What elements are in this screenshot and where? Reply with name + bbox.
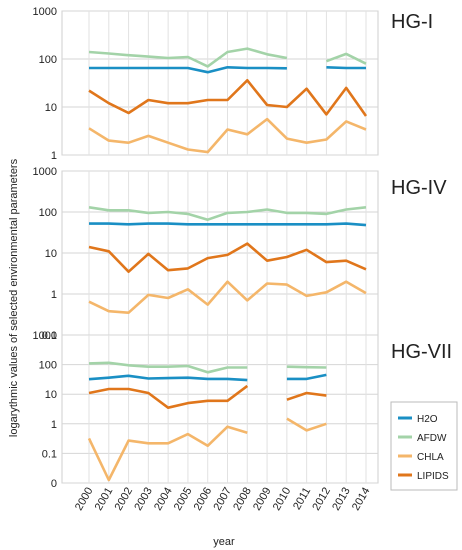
- y-tick-label: 1: [51, 289, 57, 301]
- y-tick-label: 0.1: [42, 448, 57, 460]
- chart-panel-3: 0 0.1 1 10 100 1000 HG-VII: [33, 330, 453, 490]
- y-axis-label: logarythmic values of selected environme…: [8, 158, 20, 437]
- x-tick-label: 2005: [172, 486, 195, 513]
- y-tick-label: 100: [39, 54, 57, 66]
- x-tick-label: 2001: [93, 486, 116, 513]
- chart-panel-2: 0.1 1 10 100 1000 HG-IV: [33, 166, 448, 342]
- y-tick-label: 1000: [33, 166, 57, 178]
- panel-title: HG-IV: [391, 177, 447, 199]
- x-tick-label: 2008: [231, 486, 254, 513]
- x-tick-label: 2007: [211, 486, 234, 513]
- series-line-afdw: [286, 365, 327, 369]
- panel-title: HG-I: [391, 11, 433, 33]
- y-tick-label: 10: [45, 102, 57, 114]
- y-tick-label: 1000: [33, 330, 57, 342]
- y-tick-label: 100: [39, 207, 57, 219]
- series-line-h2o: [88, 374, 248, 382]
- y-tick-label: 0.1: [42, 330, 57, 342]
- series-line-chla: [88, 117, 367, 154]
- plot-area: [61, 10, 379, 156]
- series-line-h2o: [326, 66, 366, 70]
- x-tick-label: 2009: [251, 486, 274, 513]
- legend-label-lipids: LIPIDS: [417, 471, 449, 482]
- series-line-chla: [88, 280, 367, 315]
- x-tick-label: 2003: [132, 486, 155, 513]
- series-line-h2o: [89, 222, 367, 227]
- series-line-afdw: [88, 361, 248, 374]
- chart-panel-1: 1 10 100 1000 HG-I: [33, 6, 434, 162]
- y-tick-label: 100: [39, 360, 57, 372]
- y-tick-label: 1: [51, 419, 57, 431]
- legend-label-afdw: AFDW: [417, 433, 447, 444]
- x-tick-label: 2004: [152, 486, 175, 513]
- x-tick-label: 2006: [192, 486, 215, 513]
- legend: H2O AFDW CHLA LIPIDS: [390, 401, 458, 491]
- x-axis-label: year: [213, 536, 235, 548]
- x-tick-label: 2000: [73, 486, 96, 513]
- x-tick-label: 2013: [330, 486, 353, 513]
- x-tick-label: 2011: [291, 486, 313, 512]
- series-line-lipids: [88, 384, 249, 410]
- y-tick-label: 1: [51, 150, 57, 162]
- plot-area: [61, 334, 379, 484]
- y-tick-label: 1000: [33, 6, 57, 18]
- y-tick-label: 0: [51, 478, 57, 490]
- legend-label-chla: CHLA: [417, 452, 444, 463]
- x-tick-label: 2014: [350, 486, 373, 513]
- series-line-lipids: [88, 242, 367, 274]
- series-line-h2o: [286, 373, 327, 381]
- y-tick-label: 10: [45, 389, 57, 401]
- series-line-lipids: [88, 79, 368, 117]
- x-tick-label: 2012: [310, 486, 333, 513]
- series-line-chla: [87, 425, 248, 482]
- panel-title: HG-VII: [391, 341, 452, 363]
- series-line-lipids: [286, 391, 327, 401]
- series-line-afdw: [325, 52, 367, 65]
- x-tick-label: 2002: [113, 486, 136, 513]
- series-line-afdw: [88, 206, 367, 221]
- legend-label-h2o: H2O: [417, 414, 438, 425]
- series-line-chla: [286, 417, 327, 432]
- y-tick-label: 10: [45, 248, 57, 260]
- x-tick-label: 2010: [271, 486, 294, 513]
- series-line-h2o: [89, 66, 287, 74]
- series-line-afdw: [88, 47, 288, 68]
